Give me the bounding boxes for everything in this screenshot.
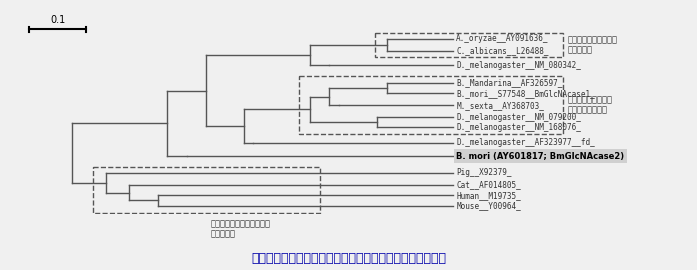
- Text: Pig__X92379_: Pig__X92379_: [456, 168, 512, 177]
- Text: 哺乳動物由来ヘキソサミン
分解酵素群: 哺乳動物由来ヘキソサミン 分解酵素群: [210, 219, 270, 239]
- Text: Cat__AF014805_: Cat__AF014805_: [456, 180, 521, 189]
- Bar: [299, 76, 563, 134]
- Text: B. mori (AY601817; BmGlcNAcase2): B. mori (AY601817; BmGlcNAcase2): [456, 152, 625, 161]
- Bar: [375, 33, 563, 57]
- Text: C._albicans__L26488_: C._albicans__L26488_: [456, 46, 549, 55]
- Text: 真菌由来ヘキソサミン
分解酵素群: 真菌由来ヘキソサミン 分解酵素群: [567, 35, 618, 55]
- Text: D._melanogaster__NM_079200_: D._melanogaster__NM_079200_: [456, 113, 581, 122]
- Text: 昆虫由来既知ヘキソ
サミン分解酵素群: 昆虫由来既知ヘキソ サミン分解酵素群: [567, 95, 613, 115]
- Text: Mouse__Y00964_: Mouse__Y00964_: [456, 201, 521, 210]
- Bar: [93, 167, 320, 213]
- Text: Human__M19735_: Human__M19735_: [456, 191, 521, 200]
- Text: D._melanogaster__AF323977__fd_: D._melanogaster__AF323977__fd_: [456, 138, 595, 147]
- Text: 図１　真核生物由来のヘキソサミン分解酵素の分子系統樹: 図１ 真核生物由来のヘキソサミン分解酵素の分子系統樹: [251, 252, 446, 265]
- Text: B._mori__S77548__BmGlcNAcase1_: B._mori__S77548__BmGlcNAcase1_: [456, 89, 595, 98]
- Text: M._sexta__AY368703_: M._sexta__AY368703_: [456, 101, 544, 110]
- Text: D._melanogaster__NM_168076_: D._melanogaster__NM_168076_: [456, 123, 581, 132]
- Text: A._oryzae__AY091636_: A._oryzae__AY091636_: [456, 35, 549, 43]
- Text: D._melanogaster__NM_080342_: D._melanogaster__NM_080342_: [456, 61, 581, 70]
- Text: B._Mandarina__AF326597_: B._Mandarina__AF326597_: [456, 78, 562, 87]
- Text: 0.1: 0.1: [50, 15, 66, 25]
